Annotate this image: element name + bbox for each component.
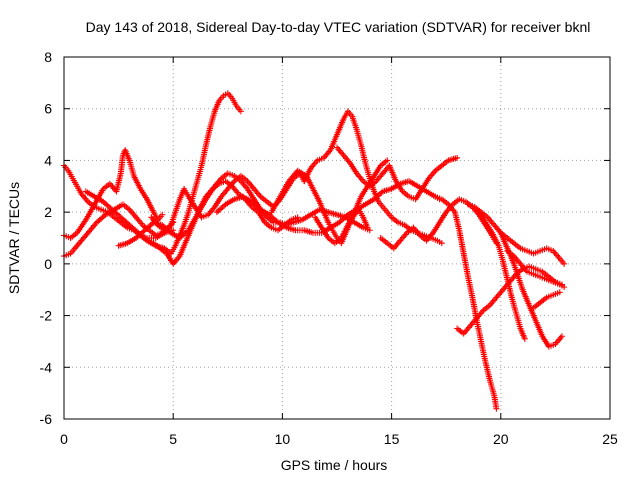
series-markers — [334, 144, 461, 203]
series-track-8 — [213, 178, 443, 236]
x-tick-label: 5 — [169, 431, 177, 447]
series-track-19 — [504, 247, 568, 291]
axis-ticks: 0 5 10 15 20 25 -6 -4 -2 0 2 4 6 8 — [40, 49, 618, 447]
series-track-7 — [148, 170, 308, 234]
x-tick-label: 15 — [384, 431, 400, 447]
series-markers — [213, 178, 443, 236]
series-track-17 — [475, 209, 528, 342]
x-tick-label: 25 — [602, 431, 618, 447]
x-tick-label: 0 — [60, 431, 68, 447]
series-markers — [530, 289, 563, 311]
x-tick-label: 10 — [275, 431, 291, 447]
chart-title: Day 143 of 2018, Sidereal Day-to-day VTE… — [86, 19, 591, 35]
series-track-20 — [530, 289, 563, 311]
y-tick-label: -2 — [40, 308, 53, 324]
x-tick-label: 20 — [493, 431, 509, 447]
series-track-18 — [497, 229, 568, 267]
x-axis-label: GPS time / hours — [281, 457, 388, 473]
plot-frame — [63, 56, 611, 420]
y-tick-label: 2 — [44, 204, 52, 220]
y-axis-label: SDTVAR / TECUs — [6, 182, 22, 294]
series-markers — [475, 209, 528, 342]
y-tick-label: 4 — [44, 152, 52, 168]
series-markers — [504, 247, 568, 291]
series-markers — [497, 229, 568, 267]
series-track-14 — [432, 193, 500, 412]
data-points — [61, 90, 568, 412]
y-tick-label: -4 — [40, 359, 53, 375]
series-markers — [137, 178, 301, 267]
y-tick-label: 8 — [44, 49, 52, 65]
series-markers — [377, 196, 500, 252]
series-markers — [454, 263, 565, 337]
series-track-15 — [454, 263, 565, 337]
series-track-12 — [334, 144, 461, 203]
series-markers — [148, 170, 308, 234]
series-track-13 — [377, 196, 500, 252]
y-tick-label: -6 — [40, 411, 53, 427]
y-tick-label: 0 — [44, 256, 52, 272]
series-markers — [432, 193, 500, 412]
y-tick-label: 6 — [44, 101, 52, 117]
series-track-6 — [137, 178, 301, 267]
